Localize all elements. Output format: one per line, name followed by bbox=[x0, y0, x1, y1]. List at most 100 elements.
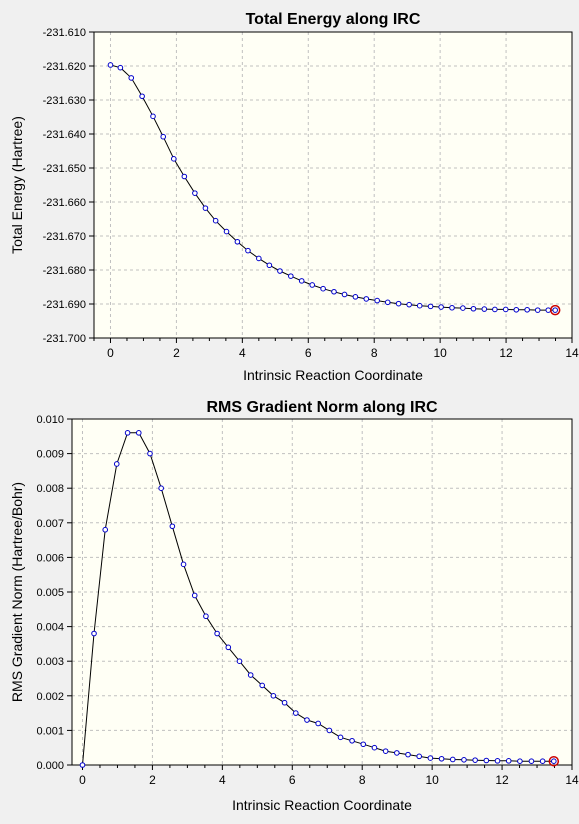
x-tick-label: 0 bbox=[79, 773, 86, 787]
x-tick-label: 6 bbox=[305, 346, 312, 360]
data-point[interactable] bbox=[331, 288, 337, 295]
data-point[interactable] bbox=[481, 306, 488, 312]
data-point[interactable] bbox=[494, 758, 501, 764]
data-point[interactable] bbox=[247, 672, 254, 678]
data-point[interactable] bbox=[320, 285, 326, 292]
data-point[interactable] bbox=[470, 305, 477, 312]
data-point[interactable] bbox=[180, 561, 187, 568]
data-point[interactable] bbox=[304, 717, 310, 723]
data-point[interactable] bbox=[416, 302, 423, 309]
data-point[interactable] bbox=[124, 430, 131, 436]
data-point[interactable] bbox=[528, 758, 535, 764]
data-point[interactable] bbox=[234, 238, 241, 245]
data-point[interactable] bbox=[79, 762, 86, 768]
data-point[interactable] bbox=[203, 613, 209, 620]
data-point[interactable] bbox=[539, 758, 546, 764]
y-tick-label: -231.610 bbox=[43, 27, 86, 39]
data-point[interactable] bbox=[181, 173, 188, 180]
data-point[interactable] bbox=[245, 247, 251, 254]
data-point[interactable] bbox=[192, 190, 198, 196]
chart-title: Total Energy along IRC bbox=[246, 11, 421, 28]
data-point[interactable] bbox=[416, 753, 423, 760]
data-point[interactable] bbox=[384, 299, 391, 306]
chart-2: 0 2 4 6 8 10 12 14 0.000 0.001 0.002 0.003 0.004 0.00… bbox=[9, 399, 579, 813]
data-point[interactable] bbox=[270, 693, 277, 699]
data-point[interactable] bbox=[225, 644, 232, 651]
data-point[interactable] bbox=[223, 228, 230, 235]
data-point[interactable] bbox=[460, 305, 466, 311]
data-point[interactable] bbox=[371, 744, 378, 751]
plot-border bbox=[93, 31, 573, 339]
data-point[interactable] bbox=[341, 291, 348, 298]
data-point[interactable] bbox=[102, 526, 109, 533]
data-point[interactable] bbox=[394, 750, 400, 756]
data-point[interactable] bbox=[427, 303, 434, 310]
data-point[interactable] bbox=[395, 300, 402, 307]
data-point[interactable] bbox=[281, 699, 288, 706]
data-point[interactable] bbox=[158, 485, 164, 492]
data-point[interactable] bbox=[472, 757, 478, 763]
x-tick-label: 14 bbox=[565, 346, 579, 360]
data-point[interactable] bbox=[438, 755, 445, 762]
data-point[interactable] bbox=[326, 727, 333, 734]
data-point[interactable] bbox=[91, 630, 97, 637]
data-point[interactable] bbox=[259, 682, 266, 689]
data-point[interactable] bbox=[277, 268, 283, 274]
data-point[interactable] bbox=[449, 304, 455, 311]
data-point[interactable] bbox=[266, 262, 273, 269]
data-point[interactable] bbox=[170, 156, 177, 162]
data-point[interactable] bbox=[545, 307, 552, 313]
data-point[interactable] bbox=[449, 756, 456, 763]
data-point[interactable] bbox=[315, 720, 321, 727]
x-tick-label: 8 bbox=[359, 773, 366, 787]
data-point[interactable] bbox=[298, 278, 305, 284]
data-point[interactable] bbox=[147, 450, 153, 457]
y-tick-label: 0.008 bbox=[36, 483, 64, 495]
data-point[interactable] bbox=[405, 751, 411, 758]
data-point[interactable] bbox=[191, 592, 198, 599]
data-point[interactable] bbox=[534, 307, 541, 313]
data-point[interactable] bbox=[483, 757, 490, 764]
data-point[interactable] bbox=[150, 113, 156, 120]
data-point[interactable] bbox=[309, 282, 316, 288]
data-point[interactable] bbox=[214, 630, 220, 637]
data-point[interactable] bbox=[128, 75, 135, 81]
data-point[interactable] bbox=[461, 757, 467, 763]
y-tick-label: -231.670 bbox=[43, 231, 86, 243]
data-point[interactable] bbox=[551, 758, 557, 764]
data-point[interactable] bbox=[236, 658, 243, 665]
data-point[interactable] bbox=[492, 306, 498, 313]
plot-border bbox=[71, 418, 573, 766]
data-point[interactable] bbox=[160, 133, 167, 140]
data-point[interactable] bbox=[382, 748, 389, 754]
data-point[interactable] bbox=[502, 306, 509, 313]
data-point[interactable] bbox=[360, 741, 367, 748]
data-point[interactable] bbox=[406, 301, 412, 308]
data-point[interactable] bbox=[438, 304, 444, 310]
data-point[interactable] bbox=[212, 217, 219, 224]
x-tick-label: 8 bbox=[371, 346, 378, 360]
data-point[interactable] bbox=[337, 734, 344, 741]
data-point[interactable] bbox=[256, 255, 262, 262]
data-point[interactable] bbox=[202, 205, 209, 211]
data-point[interactable] bbox=[292, 710, 299, 716]
data-point[interactable] bbox=[107, 62, 114, 68]
data-point[interactable] bbox=[117, 64, 124, 71]
data-point[interactable] bbox=[363, 296, 370, 302]
data-point[interactable] bbox=[427, 755, 434, 761]
data-point[interactable] bbox=[524, 306, 530, 313]
data-point[interactable] bbox=[139, 93, 145, 100]
data-point[interactable] bbox=[374, 297, 380, 304]
data-point[interactable] bbox=[352, 294, 359, 300]
data-point[interactable] bbox=[349, 737, 355, 744]
data-point[interactable] bbox=[505, 758, 512, 764]
data-point[interactable] bbox=[169, 523, 176, 530]
data-point[interactable] bbox=[288, 273, 294, 279]
data-point[interactable] bbox=[513, 306, 520, 313]
x-tick-label: 10 bbox=[425, 773, 439, 787]
data-point[interactable] bbox=[135, 430, 142, 436]
data-point[interactable] bbox=[517, 758, 523, 764]
data-point[interactable] bbox=[113, 461, 120, 467]
data-point[interactable] bbox=[552, 307, 558, 313]
